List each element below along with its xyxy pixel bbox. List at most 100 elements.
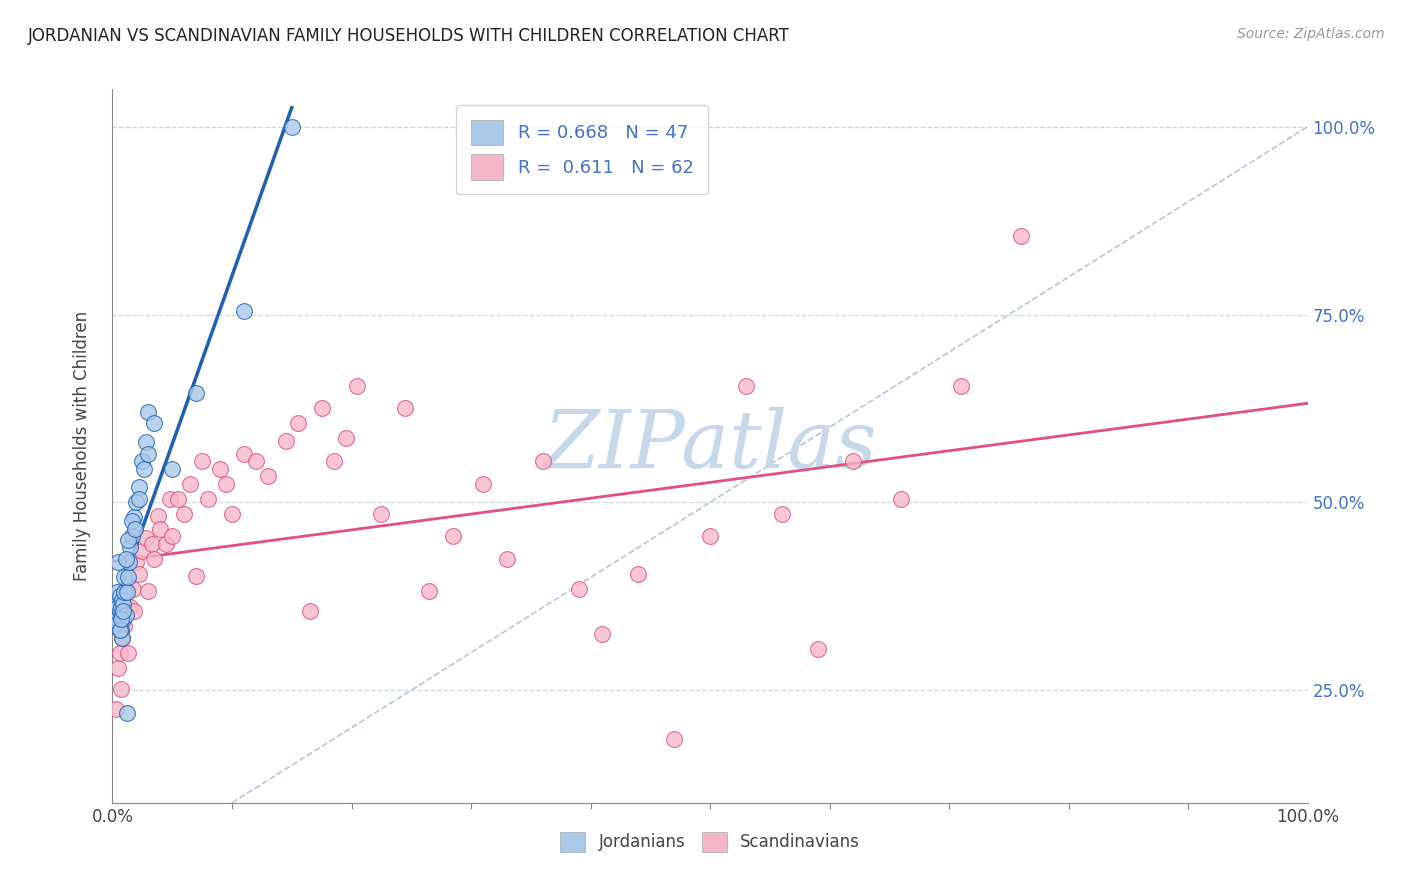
Point xyxy=(335,432,357,446)
Point xyxy=(664,731,686,746)
Point xyxy=(155,536,177,550)
Point xyxy=(114,570,135,584)
Text: JORDANIAN VS SCANDINAVIAN FAMILY HOUSEHOLDS WITH CHILDREN CORRELATION CHART: JORDANIAN VS SCANDINAVIAN FAMILY HOUSEHO… xyxy=(28,27,790,45)
Point xyxy=(287,417,309,431)
Point xyxy=(112,607,135,622)
Point xyxy=(124,522,146,536)
Point xyxy=(117,646,139,660)
Point xyxy=(105,607,128,622)
Point xyxy=(531,454,554,468)
Point xyxy=(141,536,163,550)
Point xyxy=(143,551,166,566)
Point xyxy=(132,461,155,475)
Point xyxy=(107,615,129,630)
Point xyxy=(135,435,157,450)
Point xyxy=(105,702,128,716)
Point xyxy=(441,529,464,543)
Point xyxy=(128,480,150,494)
Point xyxy=(191,454,214,468)
Point xyxy=(298,604,321,618)
Point xyxy=(311,401,333,416)
Point xyxy=(115,584,138,599)
Point xyxy=(114,607,136,622)
Y-axis label: Family Households with Children: Family Households with Children xyxy=(73,311,91,581)
Point xyxy=(699,529,721,543)
Point xyxy=(108,646,131,660)
Point xyxy=(346,379,368,393)
Point xyxy=(842,454,865,468)
Point xyxy=(110,612,132,626)
Point xyxy=(104,619,127,633)
Point xyxy=(115,585,138,599)
Point xyxy=(215,476,238,491)
Point xyxy=(125,495,148,509)
Point xyxy=(108,623,131,637)
Point xyxy=(496,551,519,566)
Point xyxy=(149,522,172,536)
Point xyxy=(107,556,129,570)
Point xyxy=(120,600,142,615)
Point xyxy=(115,706,138,720)
Point xyxy=(233,303,256,318)
Point xyxy=(107,600,129,615)
Point xyxy=(735,379,758,393)
Point xyxy=(159,491,181,506)
Text: ZIPatlas: ZIPatlas xyxy=(543,408,877,484)
Point xyxy=(394,401,416,416)
Point xyxy=(111,631,134,645)
Point xyxy=(770,507,793,521)
Point xyxy=(138,405,160,419)
Point xyxy=(162,461,183,475)
Text: Source: ZipAtlas.com: Source: ZipAtlas.com xyxy=(1237,27,1385,41)
Point xyxy=(135,532,157,546)
Point xyxy=(118,556,141,570)
Point xyxy=(131,454,153,468)
Point xyxy=(245,454,267,468)
Point xyxy=(128,566,150,581)
Point xyxy=(122,604,145,618)
Point xyxy=(112,612,135,626)
Point xyxy=(131,544,153,558)
Point xyxy=(121,529,143,543)
Point xyxy=(111,631,134,645)
Point xyxy=(120,541,142,555)
Point xyxy=(146,508,169,523)
Point xyxy=(950,379,973,393)
Point xyxy=(107,660,129,674)
Point xyxy=(117,533,139,547)
Point xyxy=(257,469,280,483)
Point xyxy=(110,681,132,696)
Point xyxy=(114,551,136,566)
Point xyxy=(592,627,614,641)
Point xyxy=(1010,228,1032,243)
Point xyxy=(186,569,208,583)
Point xyxy=(121,582,143,596)
Point xyxy=(110,600,132,615)
Point xyxy=(322,454,344,468)
Point xyxy=(117,570,139,584)
Point xyxy=(281,120,304,134)
Point xyxy=(143,417,166,431)
Point xyxy=(105,585,128,599)
Point xyxy=(138,446,160,460)
Point xyxy=(138,584,160,599)
Point xyxy=(568,582,591,596)
Point xyxy=(162,529,183,543)
Point xyxy=(105,597,128,611)
Point xyxy=(108,589,131,603)
Point xyxy=(186,386,208,401)
Point xyxy=(418,584,440,599)
Point xyxy=(167,491,190,506)
Point xyxy=(114,585,135,599)
Legend: Jordanians, Scandinavians: Jordanians, Scandinavians xyxy=(554,825,866,859)
Point xyxy=(890,491,912,506)
Point xyxy=(108,604,131,618)
Point xyxy=(112,604,135,618)
Point xyxy=(128,491,150,506)
Point xyxy=(233,446,256,460)
Point xyxy=(221,507,243,521)
Point xyxy=(125,556,148,570)
Point xyxy=(114,619,135,633)
Point xyxy=(122,510,145,524)
Point xyxy=(111,607,134,622)
